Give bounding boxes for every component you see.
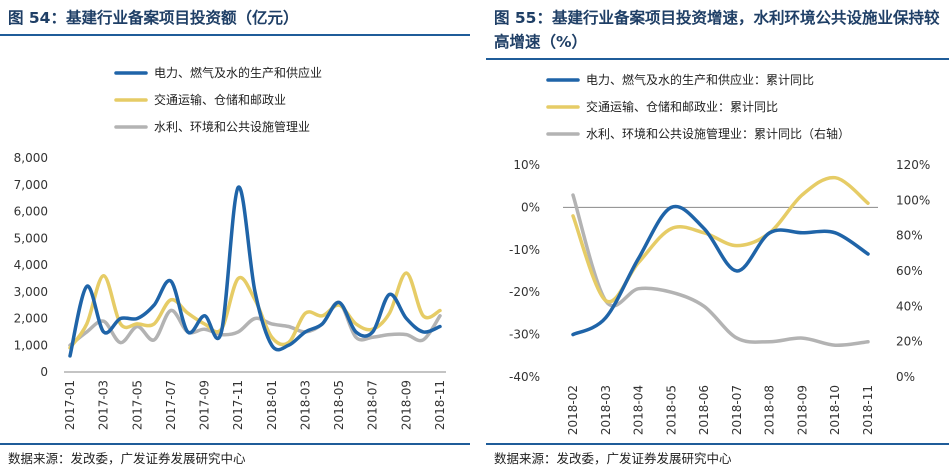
- y-tick-label: 3,000: [14, 285, 48, 299]
- y-right-tick-label: 100%: [896, 193, 930, 207]
- x-tick-label: 2017-07: [164, 380, 178, 430]
- y-tick-label: 8,000: [14, 151, 48, 165]
- y-tick-label: 5,000: [14, 231, 48, 245]
- y-tick-label: 4,000: [14, 258, 48, 272]
- right-source-bar: 数据来源：发改委，广发证券发展研究中心: [486, 443, 949, 473]
- y-left-tick-label: 10%: [513, 158, 540, 172]
- left-chart-title: 图 54：基建行业备案项目投资额（亿元）: [8, 9, 299, 27]
- legend-label: 电力、燃气及水的生产和供应业: [154, 65, 322, 80]
- series-line: [68, 185, 442, 358]
- legend-label: 水利、环境和公共设施管理业: [154, 119, 310, 134]
- right-chart-panel: 图 55：基建行业备案项目投资增速，水利环境公共设施业保持较高增速（%） 电力、…: [486, 0, 949, 473]
- y-right-tick-label: 0%: [896, 370, 915, 384]
- left-source-text: 数据来源：发改委，广发证券发展研究中心: [8, 451, 246, 466]
- x-tick-label: 2017-05: [130, 380, 144, 430]
- legend-label: 水利、环境和公共设施管理业：累计同比（右轴）: [586, 126, 850, 141]
- x-tick-label: 2018-01: [265, 380, 279, 430]
- x-tick-label: 2018-07: [366, 380, 380, 430]
- left-source-bar: 数据来源：发改委，广发证券发展研究中心: [0, 443, 470, 473]
- y-right-tick-label: 120%: [896, 158, 930, 172]
- y-tick-label: 7,000: [14, 178, 48, 192]
- y-left-tick-label: -30%: [509, 328, 540, 342]
- x-tick-label: 2017-03: [97, 380, 111, 430]
- right-source-text: 数据来源：发改委，广发证券发展研究中心: [494, 451, 732, 466]
- x-tick-label: 2018-09: [399, 380, 413, 430]
- series-line: [68, 300, 442, 348]
- right-chart-title: 图 55：基建行业备案项目投资增速，水利环境公共设施业保持较高增速（%）: [494, 9, 940, 51]
- series-line: [571, 193, 870, 347]
- left-title-bar: 图 54：基建行业备案项目投资额（亿元）: [0, 0, 470, 36]
- x-tick-label: 2018-04: [632, 385, 646, 435]
- x-tick-label: 2017-11: [231, 380, 245, 430]
- y-tick-label: 6,000: [14, 205, 48, 219]
- x-tick-label: 2017-09: [198, 380, 212, 430]
- x-tick-label: 2018-11: [861, 385, 875, 435]
- left-chart-panel: 图 54：基建行业备案项目投资额（亿元） 电力、燃气及水的生产和供应业 交通运输、…: [0, 0, 470, 473]
- x-tick-label: 2018-03: [599, 385, 613, 435]
- y-left-tick-label: -40%: [509, 370, 540, 384]
- right-chart-svg: 电力、燃气及水的生产和供应业：累计同比交通运输、仓储和邮政业：累计同比水利、环境…: [509, 72, 930, 435]
- y-right-tick-label: 40%: [896, 299, 923, 313]
- series-line: [571, 204, 870, 337]
- legend-label: 交通运输、仓储和邮政业：累计同比: [586, 99, 778, 114]
- x-tick-label: 2018-08: [763, 385, 777, 435]
- x-tick-label: 2018-09: [795, 385, 809, 435]
- x-tick-label: 2017-01: [63, 380, 77, 430]
- legend-label: 交通运输、仓储和邮政业: [154, 92, 286, 107]
- right-title-bar: 图 55：基建行业备案项目投资增速，水利环境公共设施业保持较高增速（%）: [486, 0, 949, 60]
- y-right-tick-label: 60%: [896, 264, 923, 278]
- y-left-tick-label: -10%: [509, 243, 540, 257]
- y-right-tick-label: 80%: [896, 229, 923, 243]
- x-tick-label: 2018-02: [566, 385, 580, 435]
- y-tick-label: 0: [40, 365, 48, 379]
- x-tick-label: 2018-05: [332, 380, 346, 430]
- x-tick-label: 2018-07: [730, 385, 744, 435]
- x-tick-label: 2018-03: [298, 380, 312, 430]
- y-left-tick-label: -20%: [509, 285, 540, 299]
- y-tick-label: 1,000: [14, 338, 48, 352]
- series-line: [571, 175, 870, 304]
- legend-label: 电力、燃气及水的生产和供应业：累计同比: [586, 72, 814, 87]
- x-tick-label: 2018-11: [433, 380, 447, 430]
- x-tick-label: 2018-06: [697, 385, 711, 435]
- x-tick-label: 2018-05: [664, 385, 678, 435]
- x-tick-label: 2018-10: [828, 385, 842, 435]
- y-tick-label: 2,000: [14, 312, 48, 326]
- y-left-tick-label: 0%: [521, 200, 540, 214]
- y-right-tick-label: 20%: [896, 335, 923, 349]
